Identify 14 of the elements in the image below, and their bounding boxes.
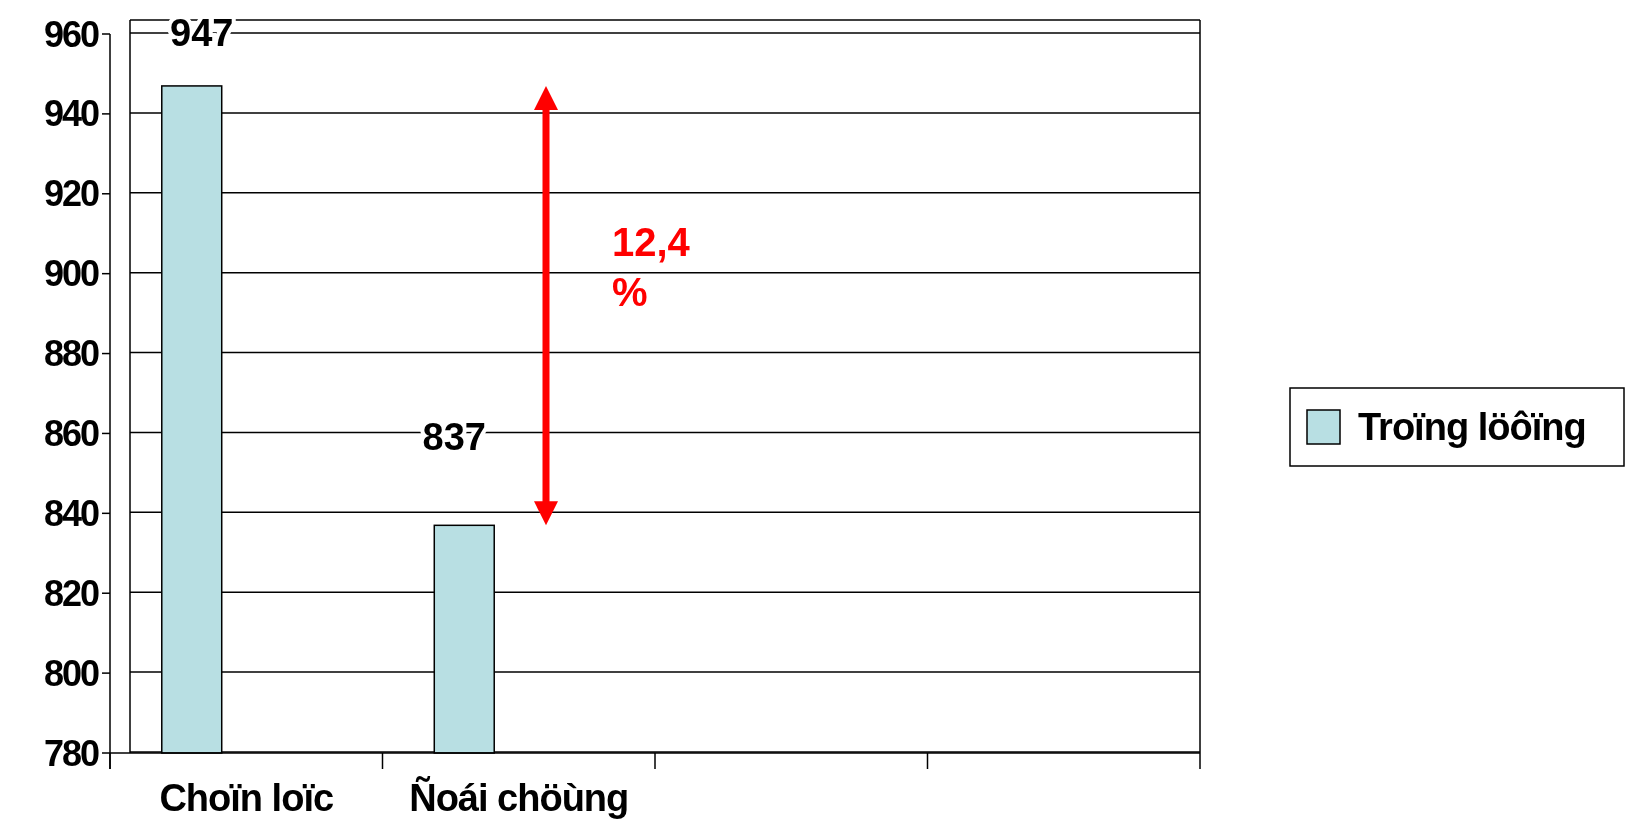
y-tick-label: 960 [43,13,99,55]
y-tick-label: 940 [43,93,99,135]
y-tick-label: 820 [43,572,99,614]
x-tick-label: Choïn loïc [159,777,334,819]
y-tick-label: 920 [43,173,99,215]
annotation: 12,4 % [612,219,691,314]
y-tick-label: 780 [43,732,99,774]
y-tick-label: 840 [43,492,99,534]
legend-label: Troïng löôïng [1358,406,1586,448]
y-tick-label: 860 [43,413,99,455]
y-tick-label: 880 [43,333,99,375]
y-tick-label: 800 [43,652,99,694]
x-tick-label: Ñoái chöùng [409,776,629,819]
y-tick-label: 900 [43,253,99,295]
